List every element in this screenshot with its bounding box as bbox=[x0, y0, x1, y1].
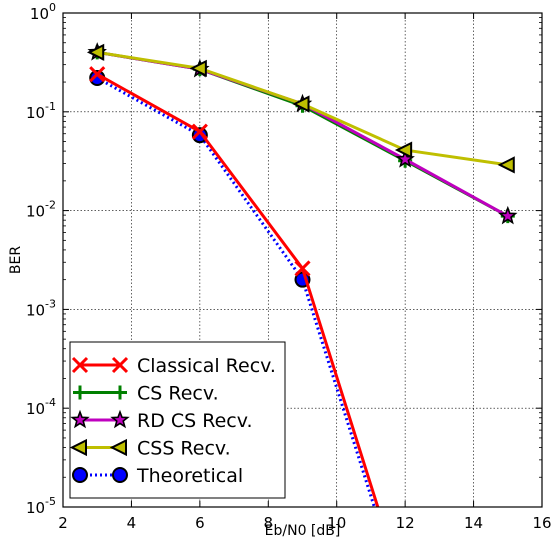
x-tick-label: 8 bbox=[264, 514, 274, 532]
data-point bbox=[497, 156, 515, 174]
x-tick-label: 4 bbox=[127, 514, 137, 532]
data-point bbox=[86, 43, 105, 61]
x-tick-label: 16 bbox=[532, 514, 551, 532]
legend-marker bbox=[71, 356, 89, 374]
legend-entry: CSS Recv. bbox=[69, 438, 231, 460]
data-point bbox=[498, 205, 518, 225]
data-point bbox=[394, 141, 413, 159]
series-line bbox=[96, 76, 376, 507]
x-tick-label: 2 bbox=[58, 514, 68, 532]
series-css-recv bbox=[86, 43, 515, 174]
y-tick-label: 10-1 bbox=[26, 100, 56, 122]
data-point bbox=[294, 260, 311, 277]
series-line bbox=[96, 50, 509, 218]
legend-marker bbox=[70, 409, 90, 429]
data-point bbox=[191, 123, 208, 140]
series-line bbox=[96, 50, 509, 218]
legend-marker bbox=[110, 409, 130, 429]
legend-marker bbox=[112, 467, 128, 483]
y-axis-title: BER bbox=[8, 246, 24, 274]
legend-label: CSS Recv. bbox=[137, 438, 231, 460]
x-tick-label: 12 bbox=[396, 514, 415, 532]
data-point bbox=[292, 95, 310, 113]
legend-marker bbox=[73, 385, 87, 400]
legend-label: Theoretical bbox=[136, 465, 243, 487]
x-tick-label: 14 bbox=[464, 514, 483, 532]
y-tick-label: 10-4 bbox=[26, 396, 56, 418]
series-line bbox=[96, 72, 380, 507]
legend-label: RD CS Recv. bbox=[137, 410, 253, 432]
legend-marker bbox=[72, 467, 88, 483]
legend-entry: Classical Recv. bbox=[71, 355, 276, 377]
legend-marker bbox=[69, 438, 87, 457]
series-rd-cs-recv bbox=[87, 42, 518, 225]
axis-ticks: 2 4 6 8 10 12 14 16 100 10-1 10-2 10-3 10-4 10-5 bbox=[26, 1, 552, 532]
data-point bbox=[189, 59, 207, 78]
legend-marker bbox=[109, 438, 127, 457]
legend-marker bbox=[113, 385, 127, 400]
legend-marker bbox=[111, 356, 129, 374]
plot-series bbox=[86, 42, 518, 507]
x-axis-title: Eb/N0 [dB] bbox=[265, 523, 341, 539]
series-cs-recv bbox=[90, 45, 515, 224]
legend-entry: Theoretical bbox=[72, 465, 243, 487]
plot-frame bbox=[62, 12, 543, 508]
y-tick-label: 10-5 bbox=[26, 495, 56, 517]
legend: Classical Recv. CS Recv. RD CS Recv. CSS Re… bbox=[69, 341, 286, 499]
legend-entry: CS Recv. bbox=[73, 383, 219, 405]
x-tick-label: 10 bbox=[327, 514, 346, 532]
y-tick-label: 10-3 bbox=[26, 297, 56, 319]
x-tick-label: 6 bbox=[195, 514, 205, 532]
data-point bbox=[89, 66, 106, 83]
y-tick-label: 100 bbox=[30, 1, 56, 23]
series-classical-recv bbox=[89, 66, 380, 507]
legend-label: CS Recv. bbox=[137, 383, 219, 405]
legend-label: Classical Recv. bbox=[137, 355, 276, 377]
legend-entry: RD CS Recv. bbox=[70, 409, 253, 432]
y-tick-label: 10-2 bbox=[26, 199, 56, 221]
